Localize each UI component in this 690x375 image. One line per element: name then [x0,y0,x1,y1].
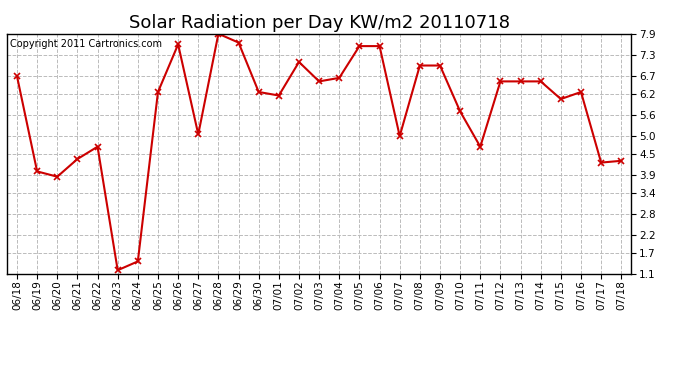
Title: Solar Radiation per Day KW/m2 20110718: Solar Radiation per Day KW/m2 20110718 [128,14,510,32]
Text: Copyright 2011 Cartronics.com: Copyright 2011 Cartronics.com [10,39,162,48]
